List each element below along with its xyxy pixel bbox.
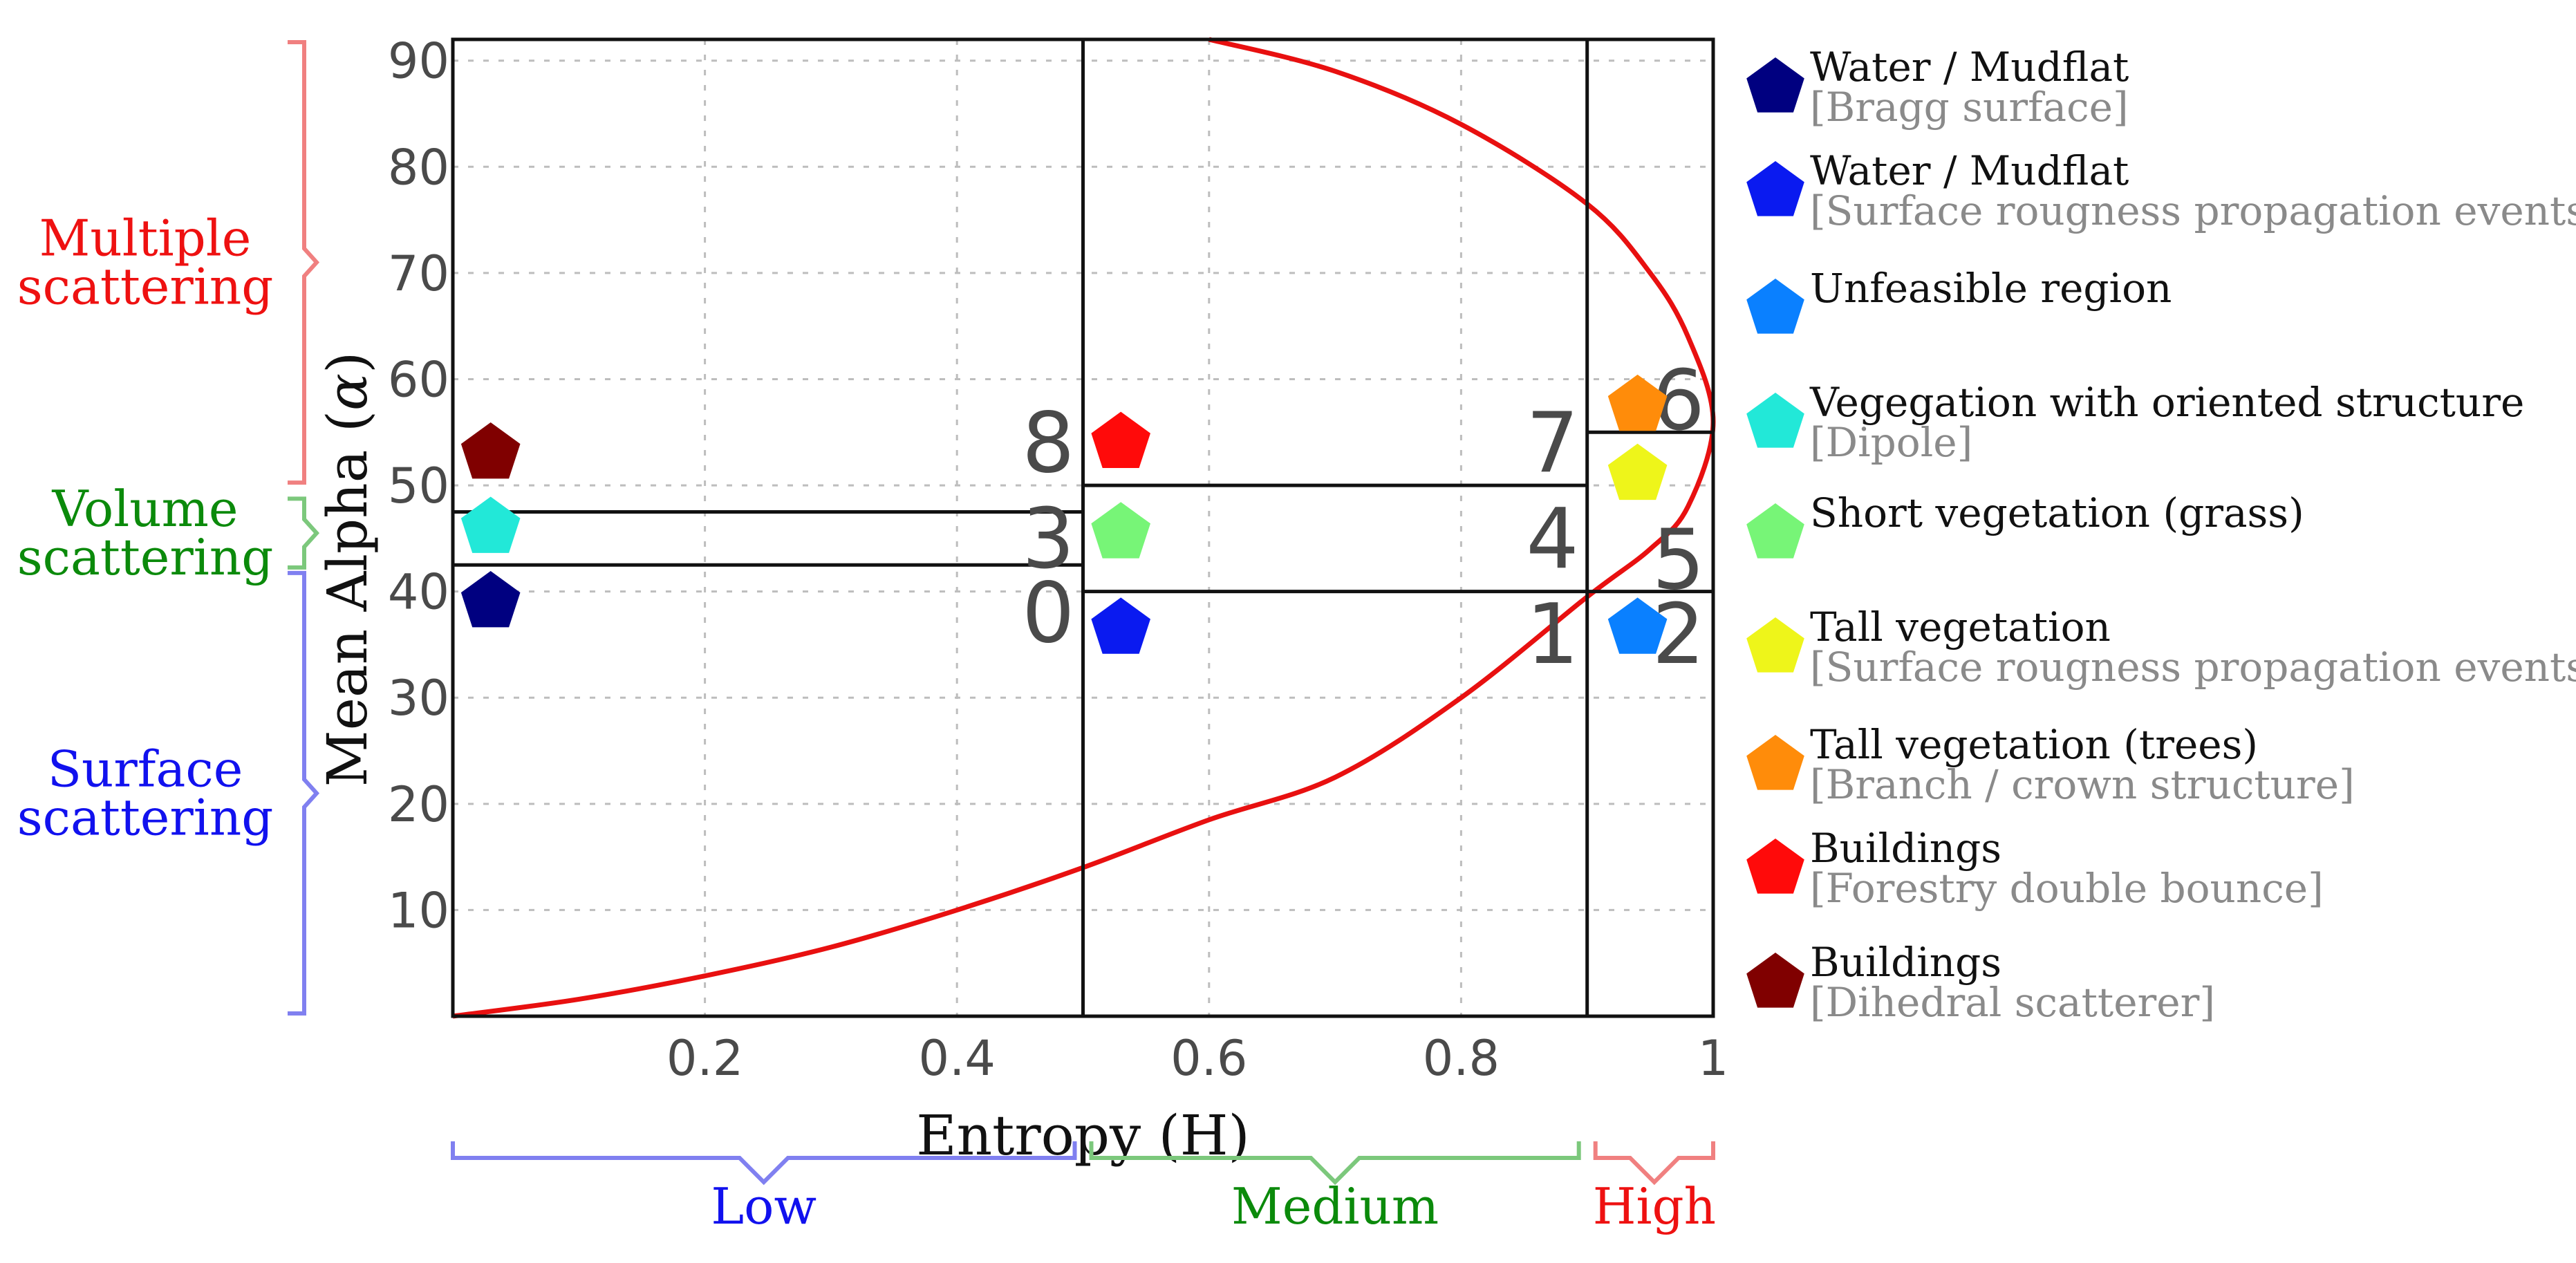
legend-item-name: Water / Mudflat bbox=[1810, 147, 2129, 194]
horizontal-brace bbox=[451, 1141, 1077, 1186]
y-axis-label: Mean Alpha (α) bbox=[315, 352, 380, 787]
scattering-label-line1: Surface bbox=[48, 740, 243, 798]
plot-frame bbox=[451, 37, 1715, 1018]
zone-label-0: 0 bbox=[1022, 565, 1074, 662]
legend-item-desc: [Dipole] bbox=[1810, 419, 1972, 466]
legend-item-name: Tall vegetation (trees) bbox=[1810, 721, 2258, 768]
legend-item-name: Unfeasible region bbox=[1810, 265, 2172, 312]
zone-label-3: 3 bbox=[1022, 492, 1074, 588]
legend-item: Water / Mudflat[Bragg surface] bbox=[1746, 44, 2129, 131]
scattering-label-line1: Multiple bbox=[39, 209, 252, 268]
zone-label-8: 8 bbox=[1022, 396, 1074, 492]
marker-vegetation-dipole bbox=[460, 496, 521, 553]
vertical-brace bbox=[288, 40, 320, 485]
class-markers bbox=[460, 374, 1668, 654]
y-tick-label: 50 bbox=[388, 458, 449, 514]
y-axis-label-prefix: Mean Alpha ( bbox=[315, 411, 380, 787]
legend-marker bbox=[1746, 617, 1804, 673]
legend-item: Vegegation with oriented structure[Dipol… bbox=[1746, 379, 2524, 466]
legend: Water / Mudflat[Bragg surface]Water / Mu… bbox=[1746, 44, 2576, 1026]
legend-item-name: Tall vegetation bbox=[1810, 604, 2111, 651]
legend-marker bbox=[1746, 503, 1804, 559]
marker-tall-vegetation-trees bbox=[1607, 374, 1668, 431]
legend-item: Tall vegetation[Surface rougness propaga… bbox=[1746, 604, 2576, 691]
legend-item-name: Buildings bbox=[1810, 939, 2001, 986]
x-tick-label: 1 bbox=[1698, 1030, 1729, 1087]
y-tick-label: 60 bbox=[388, 351, 449, 408]
legend-item-name: Water / Mudflat bbox=[1810, 44, 2129, 91]
legend-marker bbox=[1746, 57, 1804, 113]
legend-item-name: Vegegation with oriented structure bbox=[1809, 379, 2524, 426]
category-braces: MultiplescatteringVolumescatteringSurfac… bbox=[17, 40, 1716, 1235]
scattering-label-line2: scattering bbox=[17, 788, 274, 846]
zone-label-5: 5 bbox=[1652, 513, 1705, 609]
legend-item-desc: [Surface rougness propagation events] bbox=[1810, 187, 2576, 234]
legend-item: Unfeasible region bbox=[1746, 265, 2172, 334]
y-tick-label: 70 bbox=[388, 245, 449, 302]
legend-item-desc: [Surface rougness propagation events] bbox=[1810, 644, 2576, 691]
legend-marker bbox=[1746, 279, 1804, 334]
y-axis-label-suffix: ) bbox=[315, 352, 380, 373]
legend-item-desc: [Branch / crown structure] bbox=[1810, 761, 2355, 808]
legend-item: Buildings[Dihedral scatterer] bbox=[1746, 939, 2215, 1026]
x-tick-label: 0.6 bbox=[1170, 1030, 1247, 1087]
feasibility-curve bbox=[452, 37, 1716, 1019]
marker-tall-vegetation bbox=[1607, 443, 1668, 500]
marker-unfeasible bbox=[1607, 597, 1668, 654]
vertical-brace bbox=[288, 570, 320, 1016]
x-tick-label: 0.2 bbox=[666, 1030, 743, 1087]
legend-item-desc: [Forestry double bounce] bbox=[1810, 865, 2324, 912]
y-tick-label: 30 bbox=[388, 670, 449, 727]
legend-marker bbox=[1746, 735, 1804, 790]
entropy-label-high: High bbox=[1593, 1177, 1716, 1235]
scattering-label-line2: scattering bbox=[17, 528, 274, 586]
scattering-label-line1: Volume bbox=[51, 480, 238, 538]
legend-marker bbox=[1746, 953, 1804, 1008]
horizontal-brace bbox=[1089, 1141, 1581, 1186]
feasibility-boundary-curve bbox=[452, 37, 1716, 1019]
legend-item-desc: [Bragg surface] bbox=[1810, 84, 2129, 131]
vertical-brace bbox=[288, 496, 320, 570]
zone-label-1: 1 bbox=[1526, 587, 1578, 683]
scattering-label-line2: scattering bbox=[17, 258, 274, 316]
y-tick-label: 40 bbox=[388, 564, 449, 621]
legend-item-name: Short vegetation (grass) bbox=[1810, 489, 2304, 536]
legend-item: Short vegetation (grass) bbox=[1746, 489, 2304, 559]
legend-item: Tall vegetation (trees)[Branch / crown s… bbox=[1746, 721, 2355, 808]
entropy-label-low: Low bbox=[711, 1177, 816, 1235]
marker-short-vegetation bbox=[1091, 502, 1150, 559]
y-tick-label: 90 bbox=[388, 33, 449, 90]
legend-marker bbox=[1746, 161, 1804, 216]
y-tick-label: 10 bbox=[388, 882, 449, 939]
marker-water-bragg bbox=[460, 571, 521, 628]
legend-item-desc: [Dihedral scatterer] bbox=[1810, 979, 2215, 1026]
x-tick-label: 0.4 bbox=[919, 1030, 996, 1087]
legend-marker bbox=[1746, 839, 1804, 894]
marker-water-rough bbox=[1091, 597, 1150, 654]
legend-item: Buildings[Forestry double bounce] bbox=[1746, 825, 2324, 912]
legend-item: Water / Mudflat[Surface rougness propaga… bbox=[1746, 147, 2576, 234]
y-tick-label: 80 bbox=[388, 139, 449, 196]
zone-label-7: 7 bbox=[1526, 396, 1578, 492]
marker-buildings-forestry bbox=[1091, 411, 1150, 468]
horizontal-brace bbox=[1593, 1141, 1715, 1186]
entropy-label-medium: Medium bbox=[1231, 1177, 1439, 1235]
y-axis-label-symbol: α bbox=[315, 373, 380, 411]
y-tick-label: 20 bbox=[388, 776, 449, 833]
zone-boundaries bbox=[453, 39, 1713, 1016]
x-tick-label: 0.8 bbox=[1423, 1030, 1500, 1087]
marker-buildings-dihedral bbox=[460, 422, 521, 479]
legend-item-name: Buildings bbox=[1810, 825, 2001, 872]
legend-marker bbox=[1746, 393, 1804, 448]
zone-label-4: 4 bbox=[1526, 492, 1578, 588]
